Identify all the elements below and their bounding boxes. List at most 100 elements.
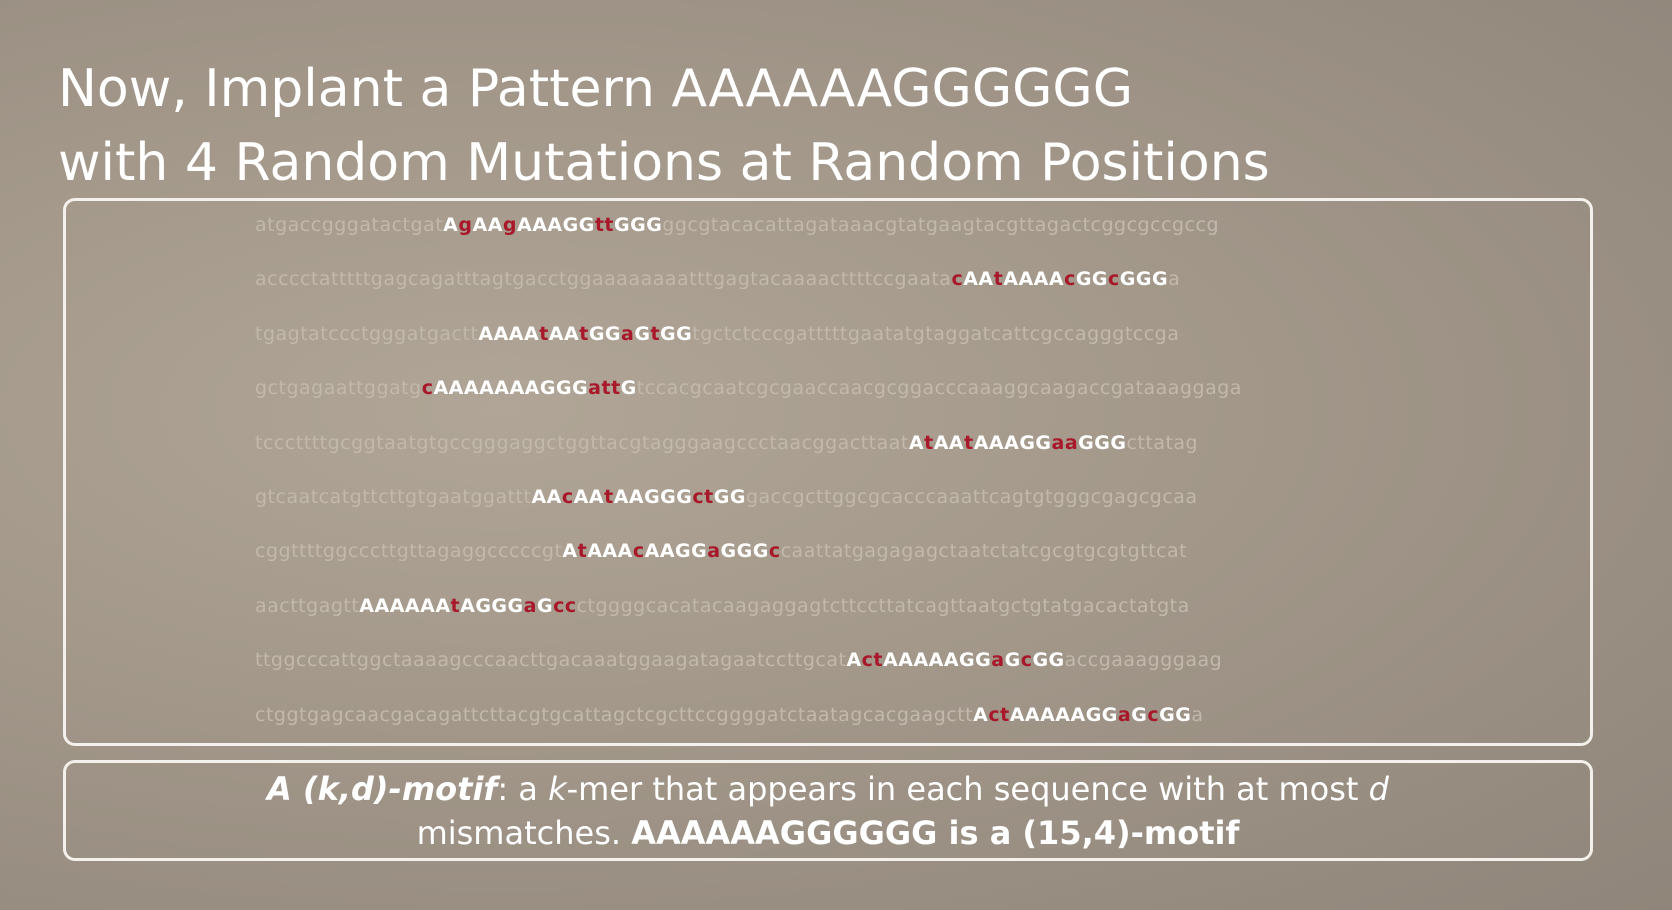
sequence-line: tcccttttgcggtaatgtgccgggaggctggttacgtagg… [255, 428, 1242, 482]
sequence-segment: ggcgtacacattagataaacgtatgaagtacgttagactc… [662, 214, 1219, 236]
sequence-segment: GG [1075, 268, 1109, 291]
definition-text: mismatches. [416, 814, 632, 852]
sequence-segment: t [964, 431, 974, 454]
sequence-segment: GG [588, 322, 622, 345]
sequence-segment: atgaccgggatactgat [255, 214, 444, 236]
sequence-segment: aa [1051, 431, 1079, 454]
sequence-segment: a [1117, 703, 1132, 726]
sequence-segment: AAAAAAAGGG [433, 377, 589, 400]
sequence-segment: A [908, 431, 925, 454]
definition-panel: A (k,d)-motif: a k-mer that appears in e… [63, 760, 1593, 861]
sequence-segment: t [604, 485, 614, 508]
sequence-segment: AAAAAA [359, 594, 451, 617]
title-line-2: with 4 Random Mutations at Random Positi… [58, 133, 1270, 193]
sequence-segment: ctggggcacatacaagaggagtcttccttatcagttaatg… [576, 594, 1190, 617]
sequence-segment: AA [472, 214, 503, 236]
sequences-panel [63, 198, 1593, 746]
sequence-line: ctggtgagcaacgacagattcttacgtgcattagctcgct… [255, 700, 1242, 754]
sequence-segment: A [443, 214, 459, 236]
sequence-segment: AAAAAGG [883, 649, 992, 672]
sequence-line: gtcaatcatgttcttgtgaatggatttAAcAAtAAGGGct… [255, 482, 1242, 536]
sequence-segment: tccacgcaatcgcgaaccaacgcggacccaaaggcaagac… [636, 377, 1242, 400]
sequence-segment: ct [988, 703, 1010, 726]
slide-title: Now, Implant a Pattern AAAAAAGGGGGG with… [58, 52, 1270, 200]
sequence-segment: AAGGG [613, 485, 693, 508]
sequence-segment: a [621, 322, 635, 345]
sequence-segment: AAA [587, 540, 633, 563]
sequence-segment: tt [594, 214, 614, 236]
sequence-segment: c [1020, 649, 1033, 672]
definition-conclusion: AAAAAAGGGGGG is a (15,4)-motif [631, 814, 1240, 852]
sequence-segment: AA [531, 485, 562, 508]
sequence-segment: AA [548, 322, 580, 345]
sequence-segment: AA [573, 485, 605, 508]
sequence-segment: tgagtatccctgggatgactt [255, 322, 479, 345]
sequence-segment: t [450, 594, 461, 617]
sequence-segment: AAGG [644, 540, 708, 563]
sequence-segment: a [1191, 703, 1204, 726]
sequence-segment: gaccgcttggcgcacccaaattcagtgtgggcgagcgcaa [745, 485, 1198, 508]
definition-line-1: A (k,d)-motif: a k-mer that appears in e… [66, 767, 1590, 811]
sequence-segment: gtcaatcatgttcttgtgaatggattt [255, 485, 532, 508]
definition-d: d [1368, 770, 1389, 808]
sequence-segment: c [1147, 703, 1160, 726]
definition-term: A (k,d)-motif [267, 770, 498, 808]
sequence-segment: GGG [720, 540, 769, 563]
sequence-segment: gctgagaattggatg [255, 377, 422, 400]
sequence-segment: t [650, 322, 661, 345]
sequence-segment: tgctctcccgatttttgaatatgtaggatcattcgccagg… [692, 322, 1180, 345]
sequence-segment: AGGG [460, 594, 524, 617]
sequence-segment: cttatag [1126, 431, 1199, 454]
sequence-segment: AAAGG [973, 431, 1052, 454]
sequence-segment: ctggtgagcaacgacagattcttacgtgcattagctcgct… [255, 703, 974, 726]
sequence-segment: GGG [1119, 268, 1169, 291]
sequence-segment: G [1004, 649, 1021, 672]
sequence-segment: GG [1032, 649, 1065, 672]
sequence-segment: AAAA [1003, 268, 1065, 291]
sequence-line: cggttttggcccttgttagaggcccccgtAtAAAcAAGGa… [255, 536, 1242, 590]
sequence-segment: t [924, 431, 934, 454]
sequence-line: tgagtatccctgggatgacttAAAAtAAtGGaGtGGtgct… [255, 319, 1242, 373]
sequence-segment: AAAAAGG [1009, 703, 1118, 726]
sequence-segment: AAAGG [517, 214, 595, 236]
definition-text: -mer that appears in each sequence with … [566, 770, 1369, 808]
sequence-segment: c [561, 485, 574, 508]
sequence-line: atgaccgggatactgatAgAAgAAAGGttGGGggcgtaca… [255, 210, 1242, 264]
sequence-segment: g [458, 214, 473, 236]
sequence-line: ttggcccattggctaaaagcccaacttgacaaatggaaga… [255, 645, 1242, 699]
sequence-segment: tcccttttgcggtaatgtgccgggaggctggttacgtagg… [255, 431, 909, 454]
sequence-segment: GG [1159, 703, 1192, 726]
sequence-segment: t [539, 322, 549, 345]
sequence-line: acccctatttttgagcagatttagtgacctggaaaaaaaa… [255, 264, 1242, 318]
sequence-line: gctgagaattggatgcAAAAAAAGGGattGtccacgcaat… [255, 373, 1242, 427]
sequence-segment: G [634, 322, 651, 345]
sequence-segment: a [523, 594, 537, 617]
sequence-segment: A [973, 703, 989, 726]
sequence-segment: A [846, 649, 862, 672]
sequence-segment: c [951, 268, 964, 291]
sequence-list: atgaccgggatactgatAgAAgAAAGGttGGGggcgtaca… [255, 210, 1242, 754]
sequence-segment: c [768, 540, 781, 563]
sequence-segment: g [502, 214, 518, 236]
sequence-segment: cc [553, 594, 577, 617]
sequence-segment: A [562, 540, 578, 563]
sequence-segment: AA [933, 431, 965, 454]
sequence-segment: ct [692, 485, 714, 508]
sequence-segment: c [1108, 268, 1120, 291]
sequence-segment: GG [660, 322, 693, 345]
sequence-segment: a [991, 649, 1005, 672]
sequence-segment: AAAA [478, 322, 540, 345]
sequence-line: aacttgagttAAAAAAtAGGGaGccctggggcacatacaa… [255, 591, 1242, 645]
sequence-segment: G [536, 594, 554, 617]
sequence-segment: c [1064, 268, 1076, 291]
sequence-segment: a [707, 540, 721, 563]
title-line-1: Now, Implant a Pattern AAAAAAGGGGGG [58, 59, 1134, 119]
definition-text: : a [497, 770, 549, 808]
sequence-segment: accgaaagggaag [1064, 649, 1223, 672]
sequence-segment: AA [963, 268, 994, 291]
sequence-segment: t [579, 322, 589, 345]
sequence-segment: a [1168, 268, 1181, 291]
definition-k: k [548, 770, 567, 808]
sequence-segment: cggttttggcccttgttagaggcccccgt [255, 540, 563, 563]
sequence-segment: G [1131, 703, 1148, 726]
